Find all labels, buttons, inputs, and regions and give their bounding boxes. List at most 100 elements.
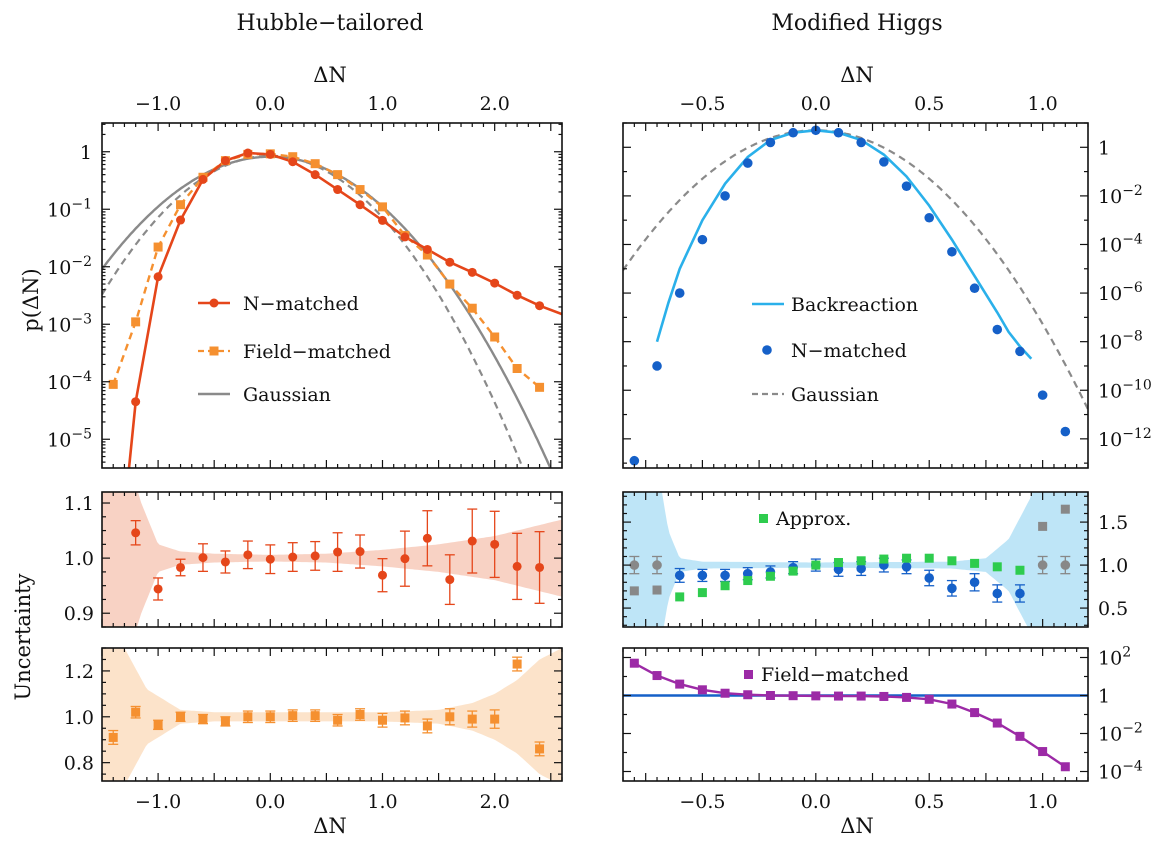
left-bottom-x-tick-label-bottom: 0.0: [255, 791, 285, 813]
left-middle-y-tick-label: 1.1: [64, 493, 94, 515]
right-bottom-x-tick-label-bottom: 0.0: [801, 791, 831, 813]
field-matched-ratio-point: [198, 714, 208, 724]
left-top-x-tick-label-top: 0.0: [255, 93, 285, 115]
left-top-legend: N−matched Field−matched Gaussian: [198, 293, 391, 406]
field-matched-point: [970, 708, 980, 718]
field-matched-point: [490, 332, 500, 342]
field-matched-point: [856, 691, 866, 701]
left-middle-y-tick-label: 1.0: [64, 548, 94, 570]
reference-point: [652, 560, 662, 570]
right-bottom-x-tick-label-bottom: 1.0: [1028, 791, 1058, 813]
field-matched-point: [924, 694, 934, 704]
right-top-y-tick-label: 1: [1098, 137, 1110, 159]
right-column-title: Modified Higgs: [771, 11, 942, 36]
field-matched-point: [675, 679, 685, 689]
n-matched-point: [720, 191, 730, 201]
n-matched-ratio-point: [490, 539, 500, 549]
left-bottom-x-axis-label: ΔN: [313, 814, 347, 838]
right-top-y-tick-label: 10−12: [1098, 426, 1152, 451]
field-matched-point: [422, 250, 432, 260]
p-axis-label: p(ΔN): [19, 268, 43, 331]
field-matched-ratio-point: [400, 713, 410, 723]
n-matched-point: [153, 272, 163, 282]
left-bottom-frame: [101, 647, 563, 782]
n-matched-point: [198, 174, 208, 184]
reference-point: [629, 560, 640, 570]
plot-marks: [102, 125, 1088, 772]
approx-point: [675, 592, 685, 602]
n-matched-ratio-point: [674, 570, 685, 581]
field-matched-ratio-point: [108, 732, 118, 742]
n-matched-point: [400, 232, 410, 242]
approx-point: [879, 554, 889, 564]
field-matched-ratio-point: [153, 720, 163, 730]
n-matched-point: [833, 127, 844, 138]
n-matched-point: [176, 215, 186, 225]
field-matched-point: [765, 691, 775, 700]
legend-approx-label: Approx.: [775, 508, 851, 530]
n-matched-point: [355, 200, 365, 210]
right-bottom-plot-area: [623, 658, 1088, 772]
n-matched-point: [512, 290, 522, 300]
n-matched-ratio-point: [333, 547, 343, 557]
field-matched-ratio-point: [355, 710, 365, 719]
field-matched-point: [288, 152, 298, 162]
approx-point: [811, 560, 821, 570]
legend-gaussian-label: Gaussian: [791, 384, 879, 406]
field-matched-point: [333, 170, 343, 180]
n-matched-ratio-point: [377, 570, 387, 580]
field-matched-point: [445, 279, 455, 289]
legend-n-matched-marker: [209, 298, 219, 308]
left-top-y-tick-label: 10−2: [47, 254, 92, 279]
field-matched-ratio-point: [220, 716, 230, 726]
right-top-y-tick-label: 10−8: [1098, 329, 1143, 354]
legend-backreaction-label: Backreaction: [791, 294, 918, 316]
field-matched-point: [310, 159, 320, 169]
right-top-y-tick-label: 10−6: [1098, 280, 1143, 305]
n-matched-ratio-point: [153, 584, 163, 594]
field-matched-ratio-point: [445, 712, 455, 722]
uncertainty-axis-label: Uncertainty: [11, 573, 35, 700]
approx-point: [788, 566, 798, 576]
n-matched-point: [765, 137, 776, 148]
n-matched-point: [1060, 426, 1071, 437]
n-matched-point: [535, 301, 545, 311]
field-matched-point: [176, 200, 186, 210]
right-top-y-tick-label: 10−4: [1098, 231, 1143, 256]
field-matched-point: [720, 688, 730, 698]
field-matched-point: [947, 699, 957, 709]
n-matched-point: [924, 212, 935, 223]
n-matched-point: [969, 283, 980, 294]
legend-n-matched-marker: [762, 345, 772, 355]
n-matched-point: [131, 397, 141, 407]
n-matched-ratio-point: [445, 575, 455, 585]
field-matched-point: [652, 671, 662, 681]
right-top-y-tick-label: 10−10: [1098, 377, 1152, 402]
n-matched-ratio-point: [265, 554, 275, 564]
right-middle-plot-area: [629, 504, 1071, 603]
approx-point: [947, 556, 957, 566]
field-matched-ratio-point: [535, 744, 545, 754]
right-middle-uncertainty-band: [623, 492, 1088, 627]
n-matched-point: [674, 288, 685, 298]
right-top-x-tick-label-top: −0.5: [679, 93, 725, 115]
n-matched-point: [288, 157, 298, 167]
n-matched-point: [422, 244, 432, 254]
legend-gaussian-label: Gaussian: [243, 384, 331, 406]
approx-point: [992, 562, 1002, 572]
left-bottom-y-tick-label: 1.0: [64, 707, 94, 729]
left-column-title: Hubble−tailored: [237, 11, 424, 36]
n-matched-ratio-point: [467, 536, 477, 546]
n-matched-point: [856, 137, 866, 148]
right-middle-band-group: [623, 492, 1088, 627]
n-matched-point: [697, 234, 708, 245]
gaussian-curve: [102, 155, 552, 468]
legend-approx-marker: [759, 514, 768, 523]
n-matched-ratio-point: [924, 573, 935, 583]
n-matched-point: [377, 215, 387, 225]
left-bottom-y-tick-label: 0.8: [64, 753, 94, 775]
left-top-y-tick-label: 10−4: [47, 369, 92, 394]
left-top-plot-area: [102, 148, 562, 468]
left-bottom-plot-area: [108, 656, 545, 757]
left-middle-plot-area: [130, 508, 545, 606]
